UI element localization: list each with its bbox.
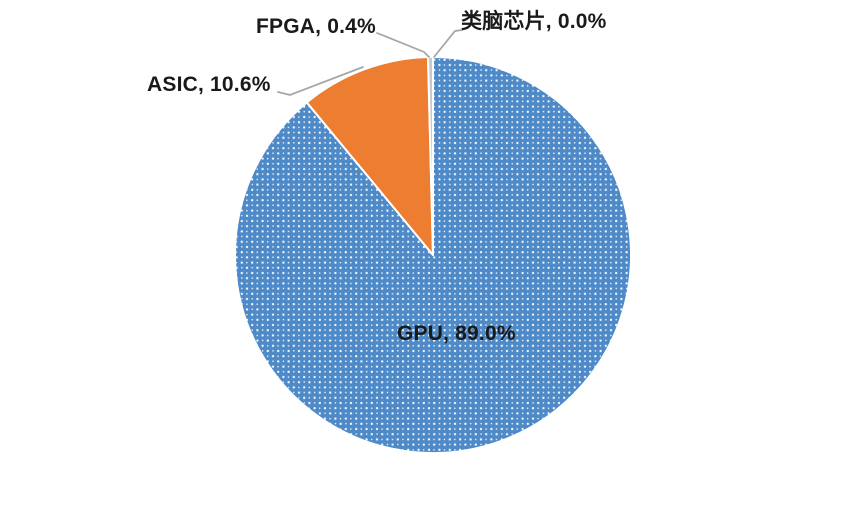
data-label-fpga: FPGA, 0.4%	[256, 15, 376, 38]
leader-line-brain-chip	[433, 29, 463, 58]
pie-slices	[234, 55, 632, 454]
leader-lines	[277, 29, 463, 96]
leader-line-asic	[277, 66, 364, 96]
data-label-asic: ASIC, 10.6%	[147, 73, 271, 96]
data-label-brain-chip: 类脑芯片, 0.0%	[461, 10, 607, 33]
pie-slice-asic	[305, 56, 434, 256]
pie-slice-gpu	[234, 56, 632, 454]
leader-line-fpga	[376, 32, 430, 58]
data-label-gpu: GPU, 89.0%	[397, 322, 516, 345]
